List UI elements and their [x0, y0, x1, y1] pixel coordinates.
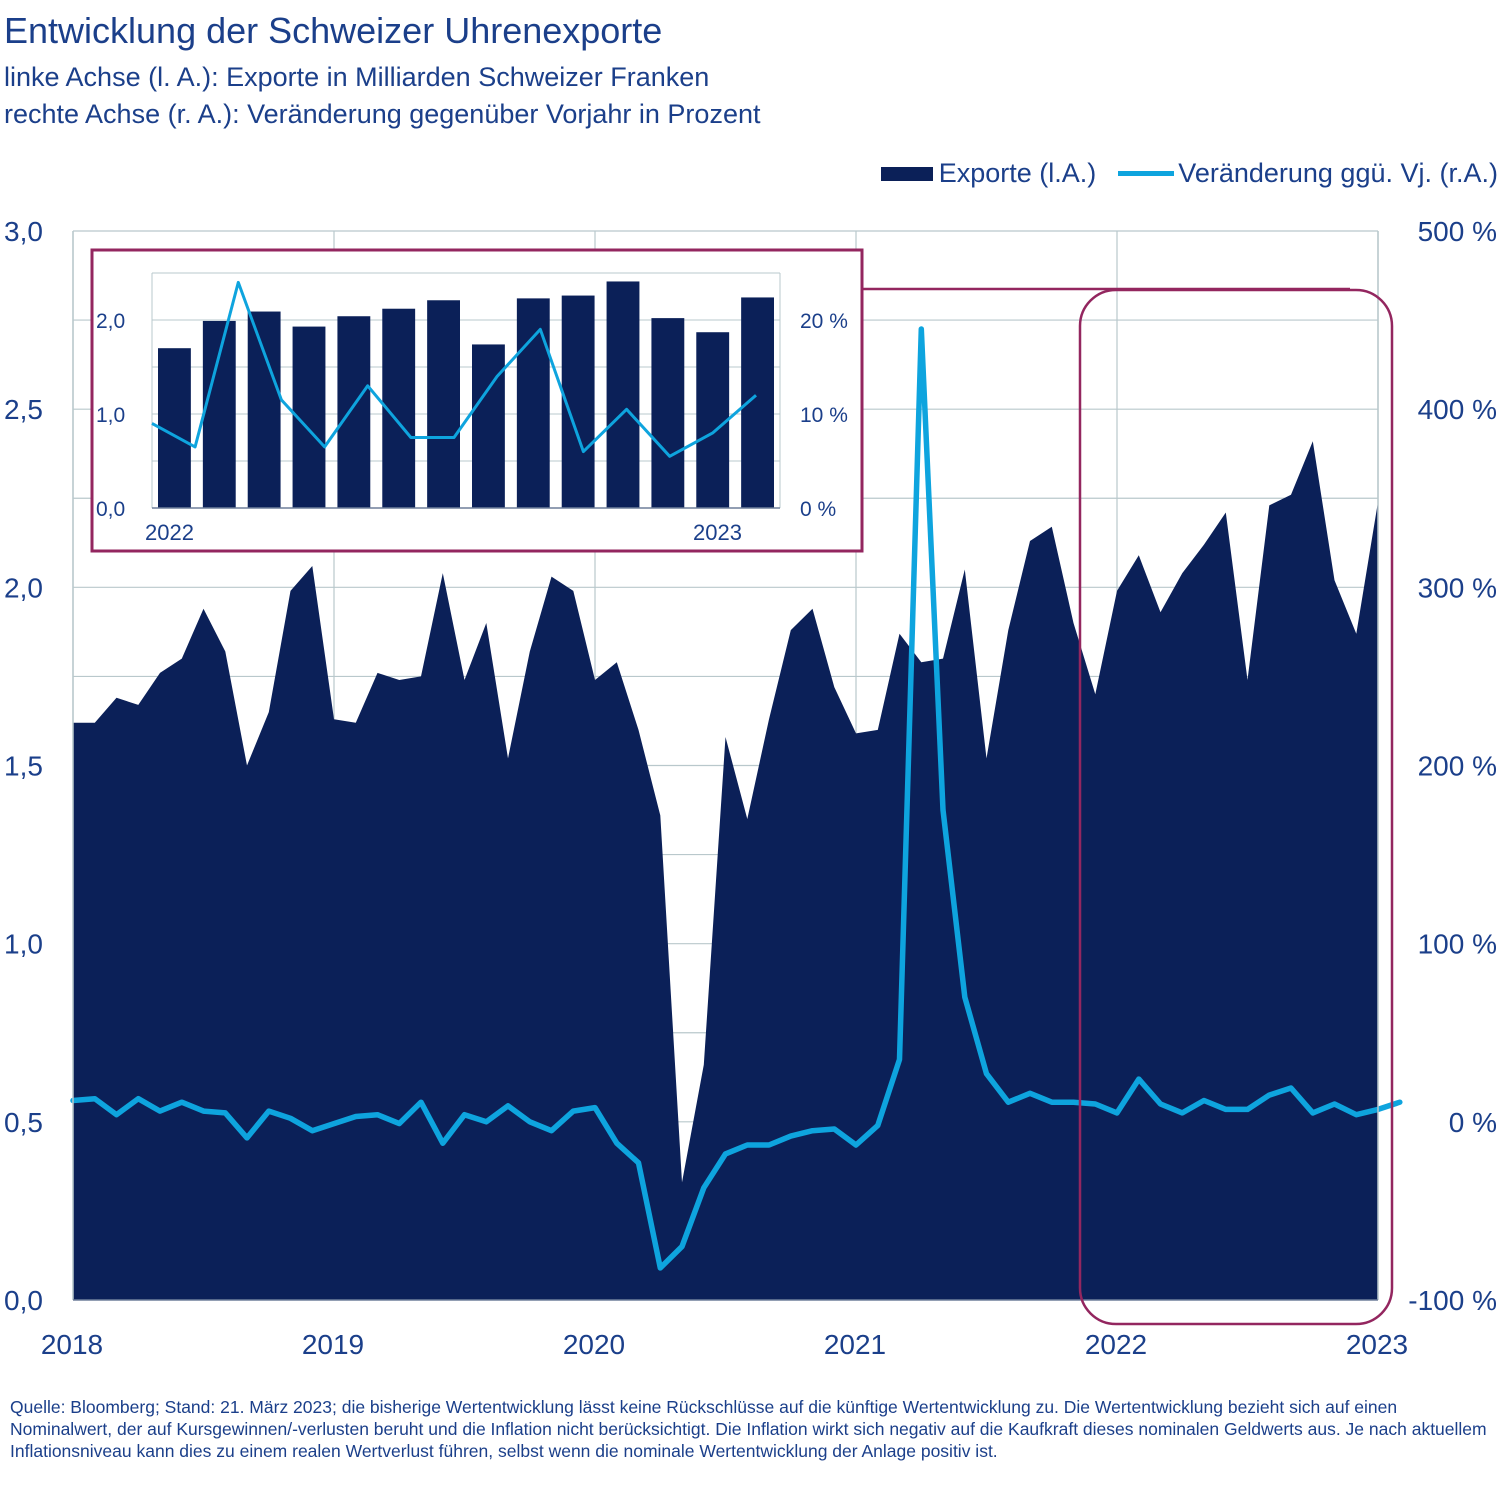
- legend-label-exports: Exporte (l.A.): [938, 158, 1097, 188]
- x-tick-label: 2018: [41, 1329, 103, 1360]
- y-left-tick-label: 1,0: [4, 929, 43, 960]
- legend-label-change: Veränderung ggü. Vj. (r.A.): [1178, 158, 1498, 188]
- y-left-tick-label: 0,5: [4, 1107, 43, 1138]
- main-axes: 0,0 0,5 1,0 1,5 2,0 2,5 3,0 -100 % 0 % 100 % 200 %…: [4, 216, 1497, 1360]
- inset-bar: [651, 318, 685, 508]
- y-right-tick-label: 0 %: [1449, 1107, 1497, 1138]
- inset-bar: [696, 332, 730, 508]
- legend: Exporte (l.A.) Veränderung ggü. Vj. (r.A…: [880, 158, 1498, 189]
- x-tick-label: 2020: [563, 1329, 625, 1360]
- inset-y-left-tick-label: 2,0: [96, 310, 125, 333]
- y-left-tick-label: 2,5: [4, 394, 43, 425]
- chart-subtitle-left-axis: linke Achse (l. A.): Exporte in Milliard…: [4, 62, 710, 92]
- inset-bar: [427, 300, 460, 508]
- inset-y-right-tick-label: 10 %: [800, 404, 848, 427]
- y-right-tick-label: 200 %: [1418, 751, 1497, 782]
- main-chart: 0,0 0,5 1,0 1,5 2,0 2,5 3,0 -100 % 0 % 100 % 200 %…: [4, 216, 1497, 1360]
- x-tick-label: 2022: [1085, 1329, 1147, 1360]
- inset-change-line: [151, 280, 757, 458]
- y-right-tick-label: -100 %: [1408, 1285, 1497, 1316]
- inset-x-tick-label: 2023: [693, 520, 742, 545]
- y-left-tick-label: 0,0: [4, 1285, 43, 1316]
- y-left-tick-label: 2,0: [4, 572, 43, 603]
- inset-bar: [606, 281, 640, 508]
- legend-swatch-change: [1118, 171, 1175, 176]
- inset-y-right-tick-label: 20 %: [800, 310, 848, 333]
- x-tick-label: 2023: [1346, 1329, 1408, 1360]
- inset-y-left-tick-label: 1,0: [96, 404, 125, 427]
- exports-area: [73, 441, 1378, 1300]
- x-tick-label: 2021: [824, 1329, 886, 1360]
- inset-y-left-tick-label: 0,0: [96, 498, 125, 521]
- y-right-tick-label: 400 %: [1418, 394, 1497, 425]
- y-left-tick-label: 1,5: [4, 751, 43, 782]
- y-right-tick-label: 100 %: [1418, 929, 1497, 960]
- inset-bar: [247, 311, 281, 508]
- inset-bar: [516, 298, 550, 508]
- change-line: [70, 326, 1403, 1271]
- inset-chart: 0,0 1,0 2,0 0 % 10 % 20 % 2022 2023: [90, 248, 864, 553]
- chart-subtitle-right-axis: rechte Achse (r. A.): Veränderung gegenü…: [4, 99, 761, 129]
- legend-swatch-exports: [880, 166, 933, 181]
- inset-bar: [472, 344, 505, 508]
- y-right-tick-label: 300 %: [1418, 572, 1497, 603]
- x-tick-label: 2019: [302, 1329, 364, 1360]
- chart-title: Entwicklung der Schweizer Uhrenexporte: [4, 10, 663, 51]
- highlight-layer: [862, 287, 1394, 1326]
- inset-bar: [337, 316, 371, 508]
- change-line-layer: [70, 326, 1403, 1271]
- inset-y-right-tick-label: 0 %: [800, 498, 836, 521]
- footnote: Quelle: Bloomberg; Stand: 21. März 2023;…: [10, 1397, 1487, 1461]
- exports-area-layer: [73, 441, 1378, 1300]
- y-right-tick-label: 500 %: [1418, 216, 1497, 247]
- y-left-tick-label: 3,0: [4, 216, 43, 247]
- inset-x-tick-label: 2022: [145, 520, 194, 545]
